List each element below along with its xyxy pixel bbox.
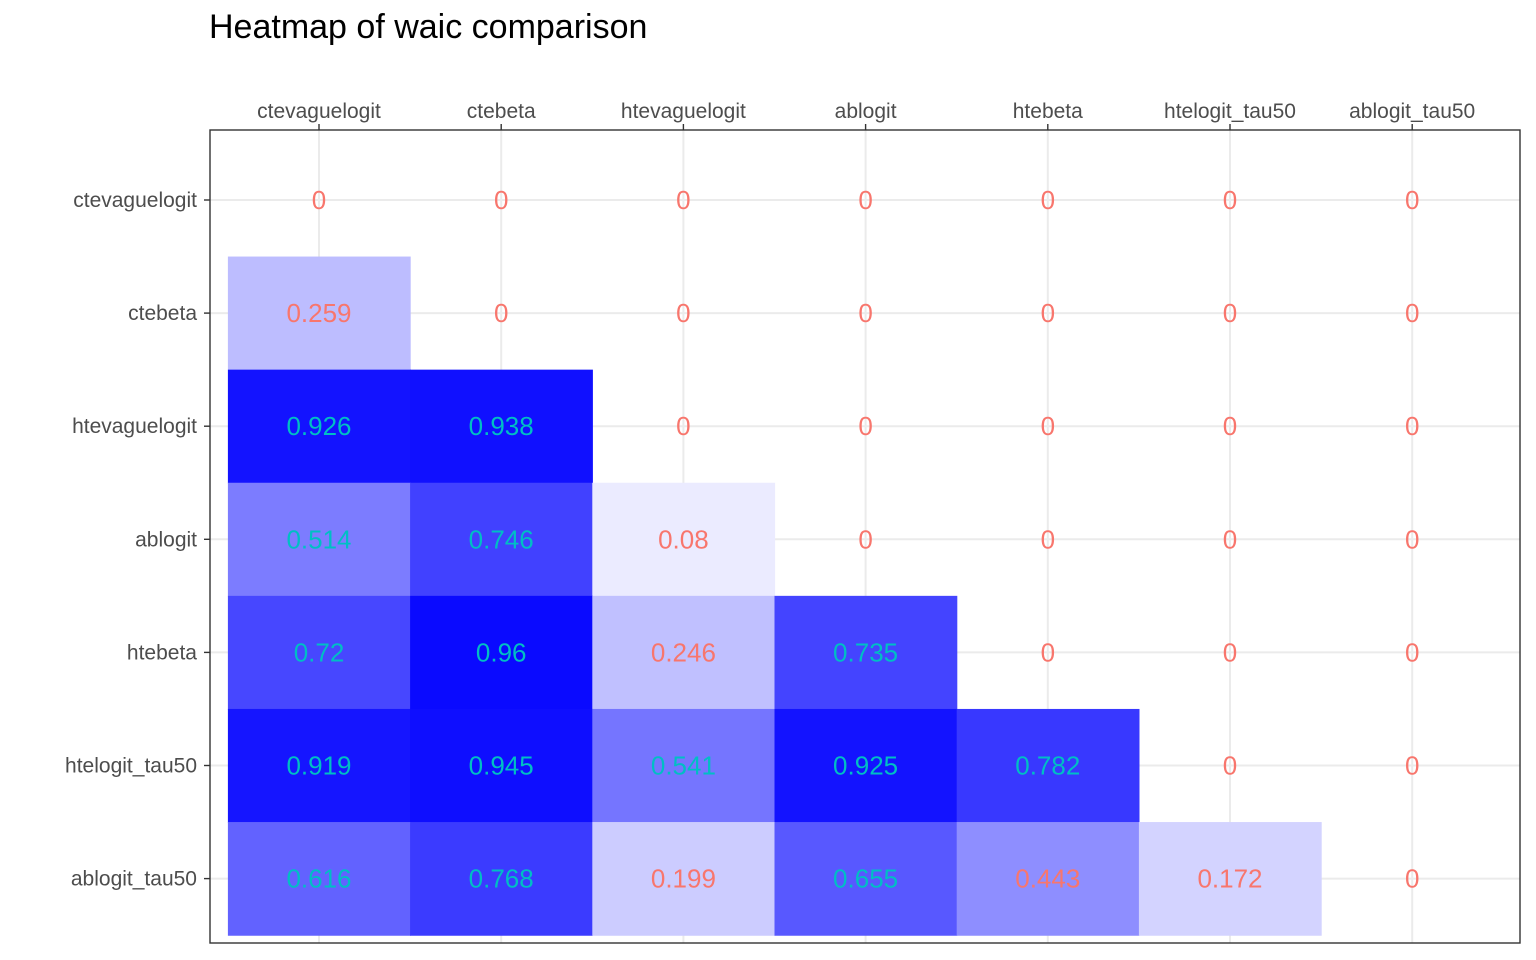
cell-value-label: 0.72 [294, 637, 345, 667]
cell-value-label: 0.782 [1015, 751, 1080, 781]
cell-value-label: 0 [1223, 524, 1237, 554]
chart-title: Heatmap of waic comparison [209, 8, 648, 46]
cell-value-label: 0 [1405, 637, 1419, 667]
y-axis-tick-label: ablogit [135, 528, 197, 551]
heatmap-cell [956, 708, 1140, 823]
x-axis-tick-label: ablogit [835, 100, 897, 123]
heatmap-cell [410, 369, 593, 484]
cell-value-label: 0 [494, 185, 508, 215]
cell-value-label: 0 [1405, 751, 1419, 781]
heatmap-cell [410, 708, 593, 823]
cell-value-label: 0.735 [833, 637, 898, 667]
heatmap-cell [592, 595, 776, 710]
x-axis-tick-label: htevaguelogit [621, 100, 746, 123]
cell-value-label: 0.246 [651, 637, 716, 667]
heatmap-cell [227, 708, 411, 823]
heatmap-cell [410, 482, 593, 597]
y-axis-tick-label: htelogit_tau50 [65, 755, 197, 778]
cell-value-label: 0.96 [476, 637, 527, 667]
cell-value-label: 0.172 [1197, 864, 1262, 894]
cell-value-label: 0 [1405, 185, 1419, 215]
cell-value-label: 0 [1223, 751, 1237, 781]
x-axis-tick-label: ablogit_tau50 [1349, 100, 1475, 123]
cell-value-label: 0.514 [286, 524, 351, 554]
cell-value-label: 0 [858, 185, 872, 215]
cell-value-label: 0.08 [658, 524, 709, 554]
value-label-layer: 0 0 0 0 0 0 0 0.259 0 0 0 0 0 0 0.926 0.938 0 0 0 0 0 0.514 0.… [286, 185, 1419, 894]
cell-value-label: 0.199 [651, 864, 716, 894]
cell-value-label: 0.259 [286, 298, 351, 328]
cell-value-label: 0 [1223, 298, 1237, 328]
heatmap-cell [227, 822, 411, 936]
cell-value-label: 0.925 [833, 751, 898, 781]
cell-value-label: 0.768 [469, 864, 534, 894]
heatmap-cell [592, 822, 776, 936]
y-axis-tick-label: ctebeta [128, 302, 197, 325]
heatmap-cell [774, 708, 958, 823]
cell-value-label: 0.616 [286, 864, 351, 894]
heatmap-cell [774, 595, 958, 710]
cell-value-label: 0 [1405, 864, 1419, 894]
heatmap-cell [227, 482, 411, 597]
x-axis-tick-label: htelogit_tau50 [1164, 100, 1296, 123]
cell-value-label: 0 [858, 524, 872, 554]
y-axis-tick-label: ablogit_tau50 [71, 868, 197, 891]
cell-value-label: 0.655 [833, 864, 898, 894]
cell-layer [227, 256, 1322, 936]
cell-value-label: 0 [1223, 637, 1237, 667]
x-axis-tick-label: htebeta [1013, 100, 1083, 123]
heatmap-cell [410, 595, 593, 710]
y-axis-tick-label: htebeta [127, 641, 197, 664]
cell-value-label: 0.919 [286, 751, 351, 781]
heatmap-cell [1138, 822, 1322, 936]
cell-value-label: 0 [494, 298, 508, 328]
heatmap-cell [227, 595, 411, 710]
cell-value-label: 0.443 [1015, 864, 1080, 894]
cell-value-label: 0 [1223, 411, 1237, 441]
cell-value-label: 0 [858, 298, 872, 328]
heatmap-cell [227, 369, 411, 484]
x-axis-tick-label: ctevaguelogit [257, 100, 381, 123]
cell-value-label: 0.541 [651, 751, 716, 781]
cell-value-label: 0 [1041, 185, 1055, 215]
heatmap-cell [956, 822, 1140, 936]
heatmap-cell [592, 482, 776, 597]
cell-value-label: 0.926 [286, 411, 351, 441]
cell-value-label: 0 [312, 185, 326, 215]
cell-value-label: 0 [1223, 185, 1237, 215]
cell-value-label: 0 [858, 411, 872, 441]
x-axis-tick-label: ctebeta [467, 100, 536, 123]
cell-value-label: 0 [676, 411, 690, 441]
axis-layer: ctevaguelogit ctebeta htevaguelogit ablogit… [65, 100, 1475, 891]
cell-value-label: 0 [1405, 298, 1419, 328]
cell-value-label: 0 [1041, 637, 1055, 667]
cell-value-label: 0 [1041, 411, 1055, 441]
y-axis-tick-label: htevaguelogit [72, 415, 197, 438]
heatmap-cell [410, 822, 593, 936]
heatmap-cell [592, 708, 776, 823]
y-axis-tick-label: ctevaguelogit [73, 189, 197, 212]
cell-value-label: 0 [1405, 411, 1419, 441]
cell-value-label: 0.746 [469, 524, 534, 554]
heatmap-cell [774, 822, 958, 936]
cell-value-label: 0 [1405, 524, 1419, 554]
heatmap-cell [227, 256, 411, 371]
cell-value-label: 0 [676, 185, 690, 215]
cell-value-label: 0.945 [469, 751, 534, 781]
cell-value-label: 0 [1041, 298, 1055, 328]
cell-value-label: 0 [676, 298, 690, 328]
cell-value-label: 0 [1041, 524, 1055, 554]
cell-value-label: 0.938 [469, 411, 534, 441]
